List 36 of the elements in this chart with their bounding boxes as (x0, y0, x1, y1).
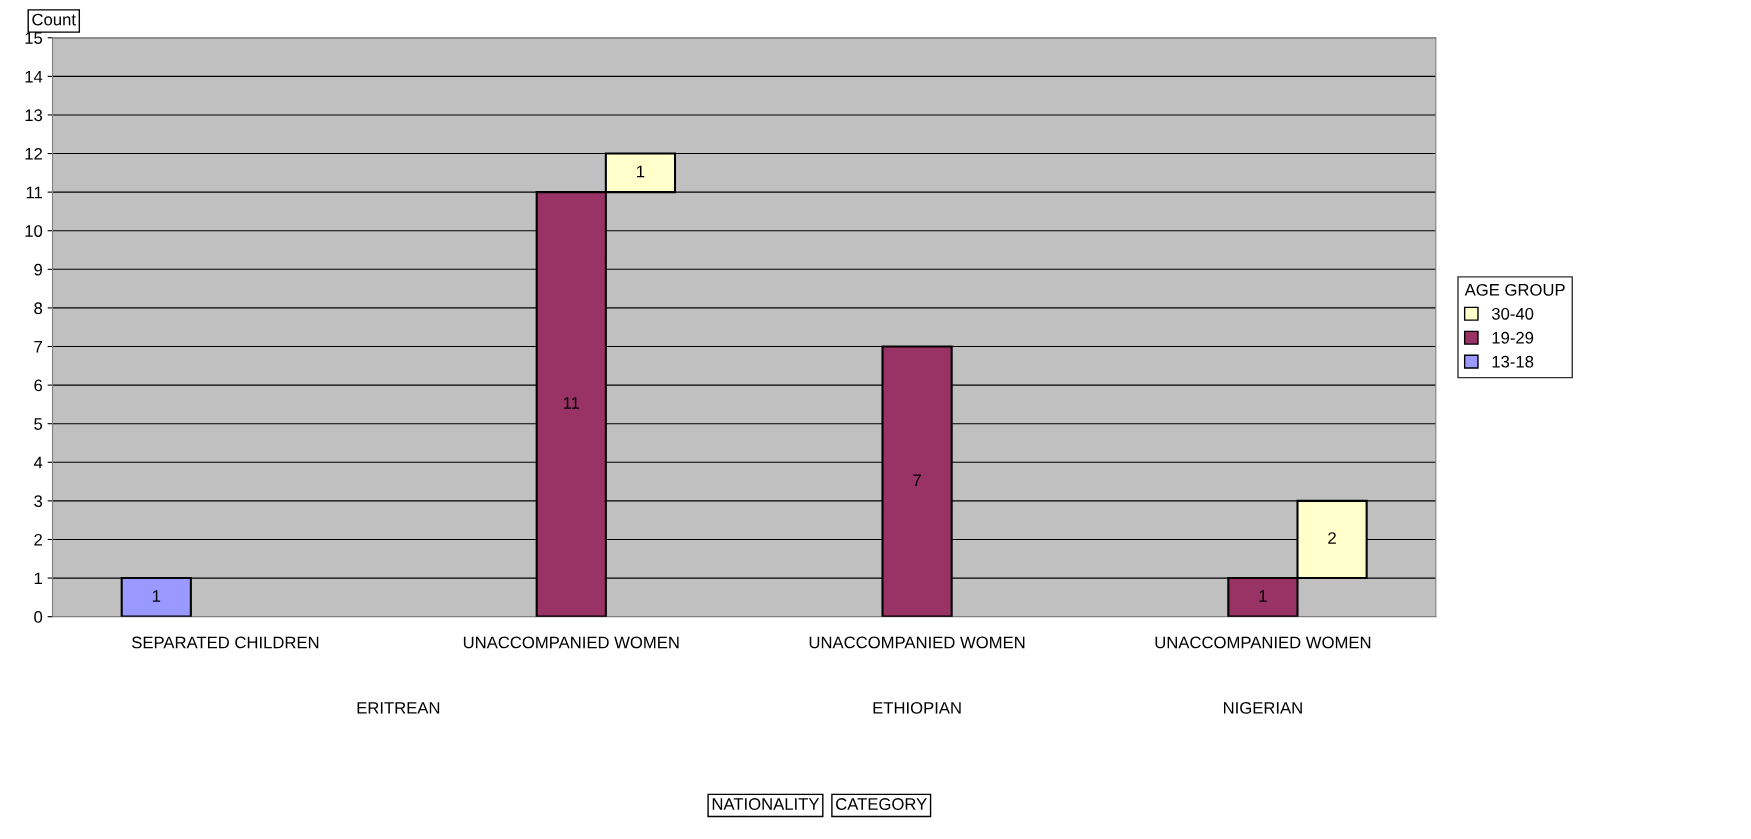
text: ERITREAN (357, 702, 440, 714)
y-tick-label: 8 (34, 302, 43, 315)
y-axis-title: Count (32, 13, 76, 26)
y-tick-label: 13 (25, 109, 43, 122)
y-tick-label: 15 (25, 32, 43, 44)
data-label: 2 (1328, 532, 1336, 544)
y-tick-label: 11 (26, 186, 42, 199)
text: NIGERIAN (1223, 701, 1302, 714)
y-tick-label: 14 (25, 70, 43, 83)
y-tick-label: 1 (34, 572, 42, 585)
data-label: 1 (152, 590, 161, 602)
data-label: 11 (563, 397, 580, 409)
text: CATEGORY (836, 798, 927, 810)
legend-title: AGE GROUP (1464, 283, 1565, 296)
y-tick-label: 9 (34, 263, 43, 276)
y-tick-label: 3 (34, 495, 43, 508)
y-tick-label: 4 (33, 456, 43, 469)
text: ETHIOPIAN (873, 701, 961, 714)
y-tick-label: 0 (34, 611, 43, 623)
legend-label: 13-18 (1492, 355, 1534, 368)
legend-label: 30-40 (1491, 307, 1534, 320)
data-label: 1 (637, 165, 645, 178)
x-tick-label: SEPARATED CHILDREN (132, 636, 319, 649)
y-tick-label: 2 (34, 533, 42, 546)
x-tick-label: UNACCOMPANIED WOMEN (1155, 636, 1371, 649)
y-tick-label: 6 (34, 379, 43, 392)
y-tick-label: 7 (34, 341, 42, 353)
y-tick-label: 10 (25, 225, 43, 237)
y-tick-label: 12 (25, 147, 42, 160)
text: NATIONALITY (712, 798, 820, 810)
y-tick-label: 5 (34, 418, 43, 430)
x-tick-label: UNACCOMPANIED WOMEN (809, 636, 1025, 649)
legend-label: 19-29 (1492, 331, 1534, 344)
data-label: 1 (1259, 590, 1267, 602)
data-label: 7 (913, 474, 921, 486)
x-tick-label: UNACCOMPANIED WOMEN (463, 636, 679, 649)
